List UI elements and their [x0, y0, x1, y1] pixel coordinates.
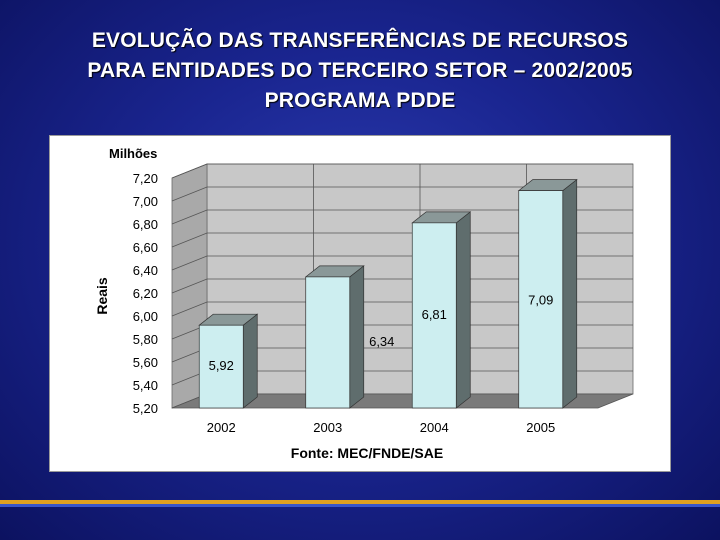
bar [518, 190, 564, 409]
data-label: 7,09 [528, 293, 553, 308]
bar [411, 222, 457, 409]
x-tick-label: 2003 [313, 420, 342, 435]
gridline [171, 186, 633, 202]
x-tick-label: 2005 [526, 420, 555, 435]
bar-2004 [411, 211, 472, 409]
y-tick-label: 5,40 [133, 378, 158, 393]
x-tick-label: 2002 [207, 420, 236, 435]
x-tick-label: 2004 [420, 420, 449, 435]
y-tick-label: 5,20 [133, 401, 158, 416]
gridline [171, 163, 633, 179]
bar-chart: 5,20 5,40 5,60 5,80 6,00 6,20 6,40 6,60 6,80 7,00… [94, 146, 634, 461]
y-tick-label: 6,80 [133, 217, 158, 232]
slide-title: EVOLUÇÃO DAS TRANSFERÊNCIAS DE RECURSOS … [0, 26, 720, 116]
y-tick-label: 7,20 [133, 171, 158, 186]
bar [305, 276, 351, 409]
y-tick-label: 5,60 [133, 355, 158, 370]
y-axis-title: Reais [94, 277, 110, 315]
gridline [171, 278, 633, 294]
data-label: 6,81 [422, 307, 447, 322]
title-line-1: EVOLUÇÃO DAS TRANSFERÊNCIAS DE RECURSOS [91, 29, 629, 52]
y-tick-label: 6,20 [133, 286, 158, 301]
source-note: Fonte: MEC/FNDE/SAE [291, 445, 443, 461]
bar-2002 [198, 313, 259, 409]
bar-side [562, 178, 578, 409]
title-line-3: PROGRAMA PDDE [264, 89, 456, 112]
title-line-2: PARA ENTIDADES DO TERCEIRO SETOR – 2002/… [87, 59, 633, 82]
y-tick-label: 6,40 [133, 263, 158, 278]
bar-2003 [304, 265, 365, 409]
gridline [171, 232, 633, 248]
y-tick-label: 7,00 [133, 194, 158, 209]
gridline [171, 209, 633, 225]
chart-panel: 5,20 5,40 5,60 5,80 6,00 6,20 6,40 6,60 6,80 7,00… [49, 135, 671, 472]
bar-2005 [517, 178, 578, 409]
bar [198, 324, 244, 409]
footer-accent-line-blue [0, 504, 720, 507]
data-label: 5,92 [209, 358, 234, 373]
y-tick-label: 6,00 [133, 309, 158, 324]
bar-side [455, 211, 471, 409]
y-tick-label: 6,60 [133, 240, 158, 255]
gridline [171, 255, 633, 271]
y-unit-label: Milhões [109, 146, 157, 161]
data-label: 6,34 [369, 334, 394, 349]
y-tick-label: 5,80 [133, 332, 158, 347]
footer-accent-line [0, 500, 720, 504]
gridline [171, 301, 633, 317]
bar-side [349, 265, 365, 409]
bar-side [242, 313, 258, 409]
